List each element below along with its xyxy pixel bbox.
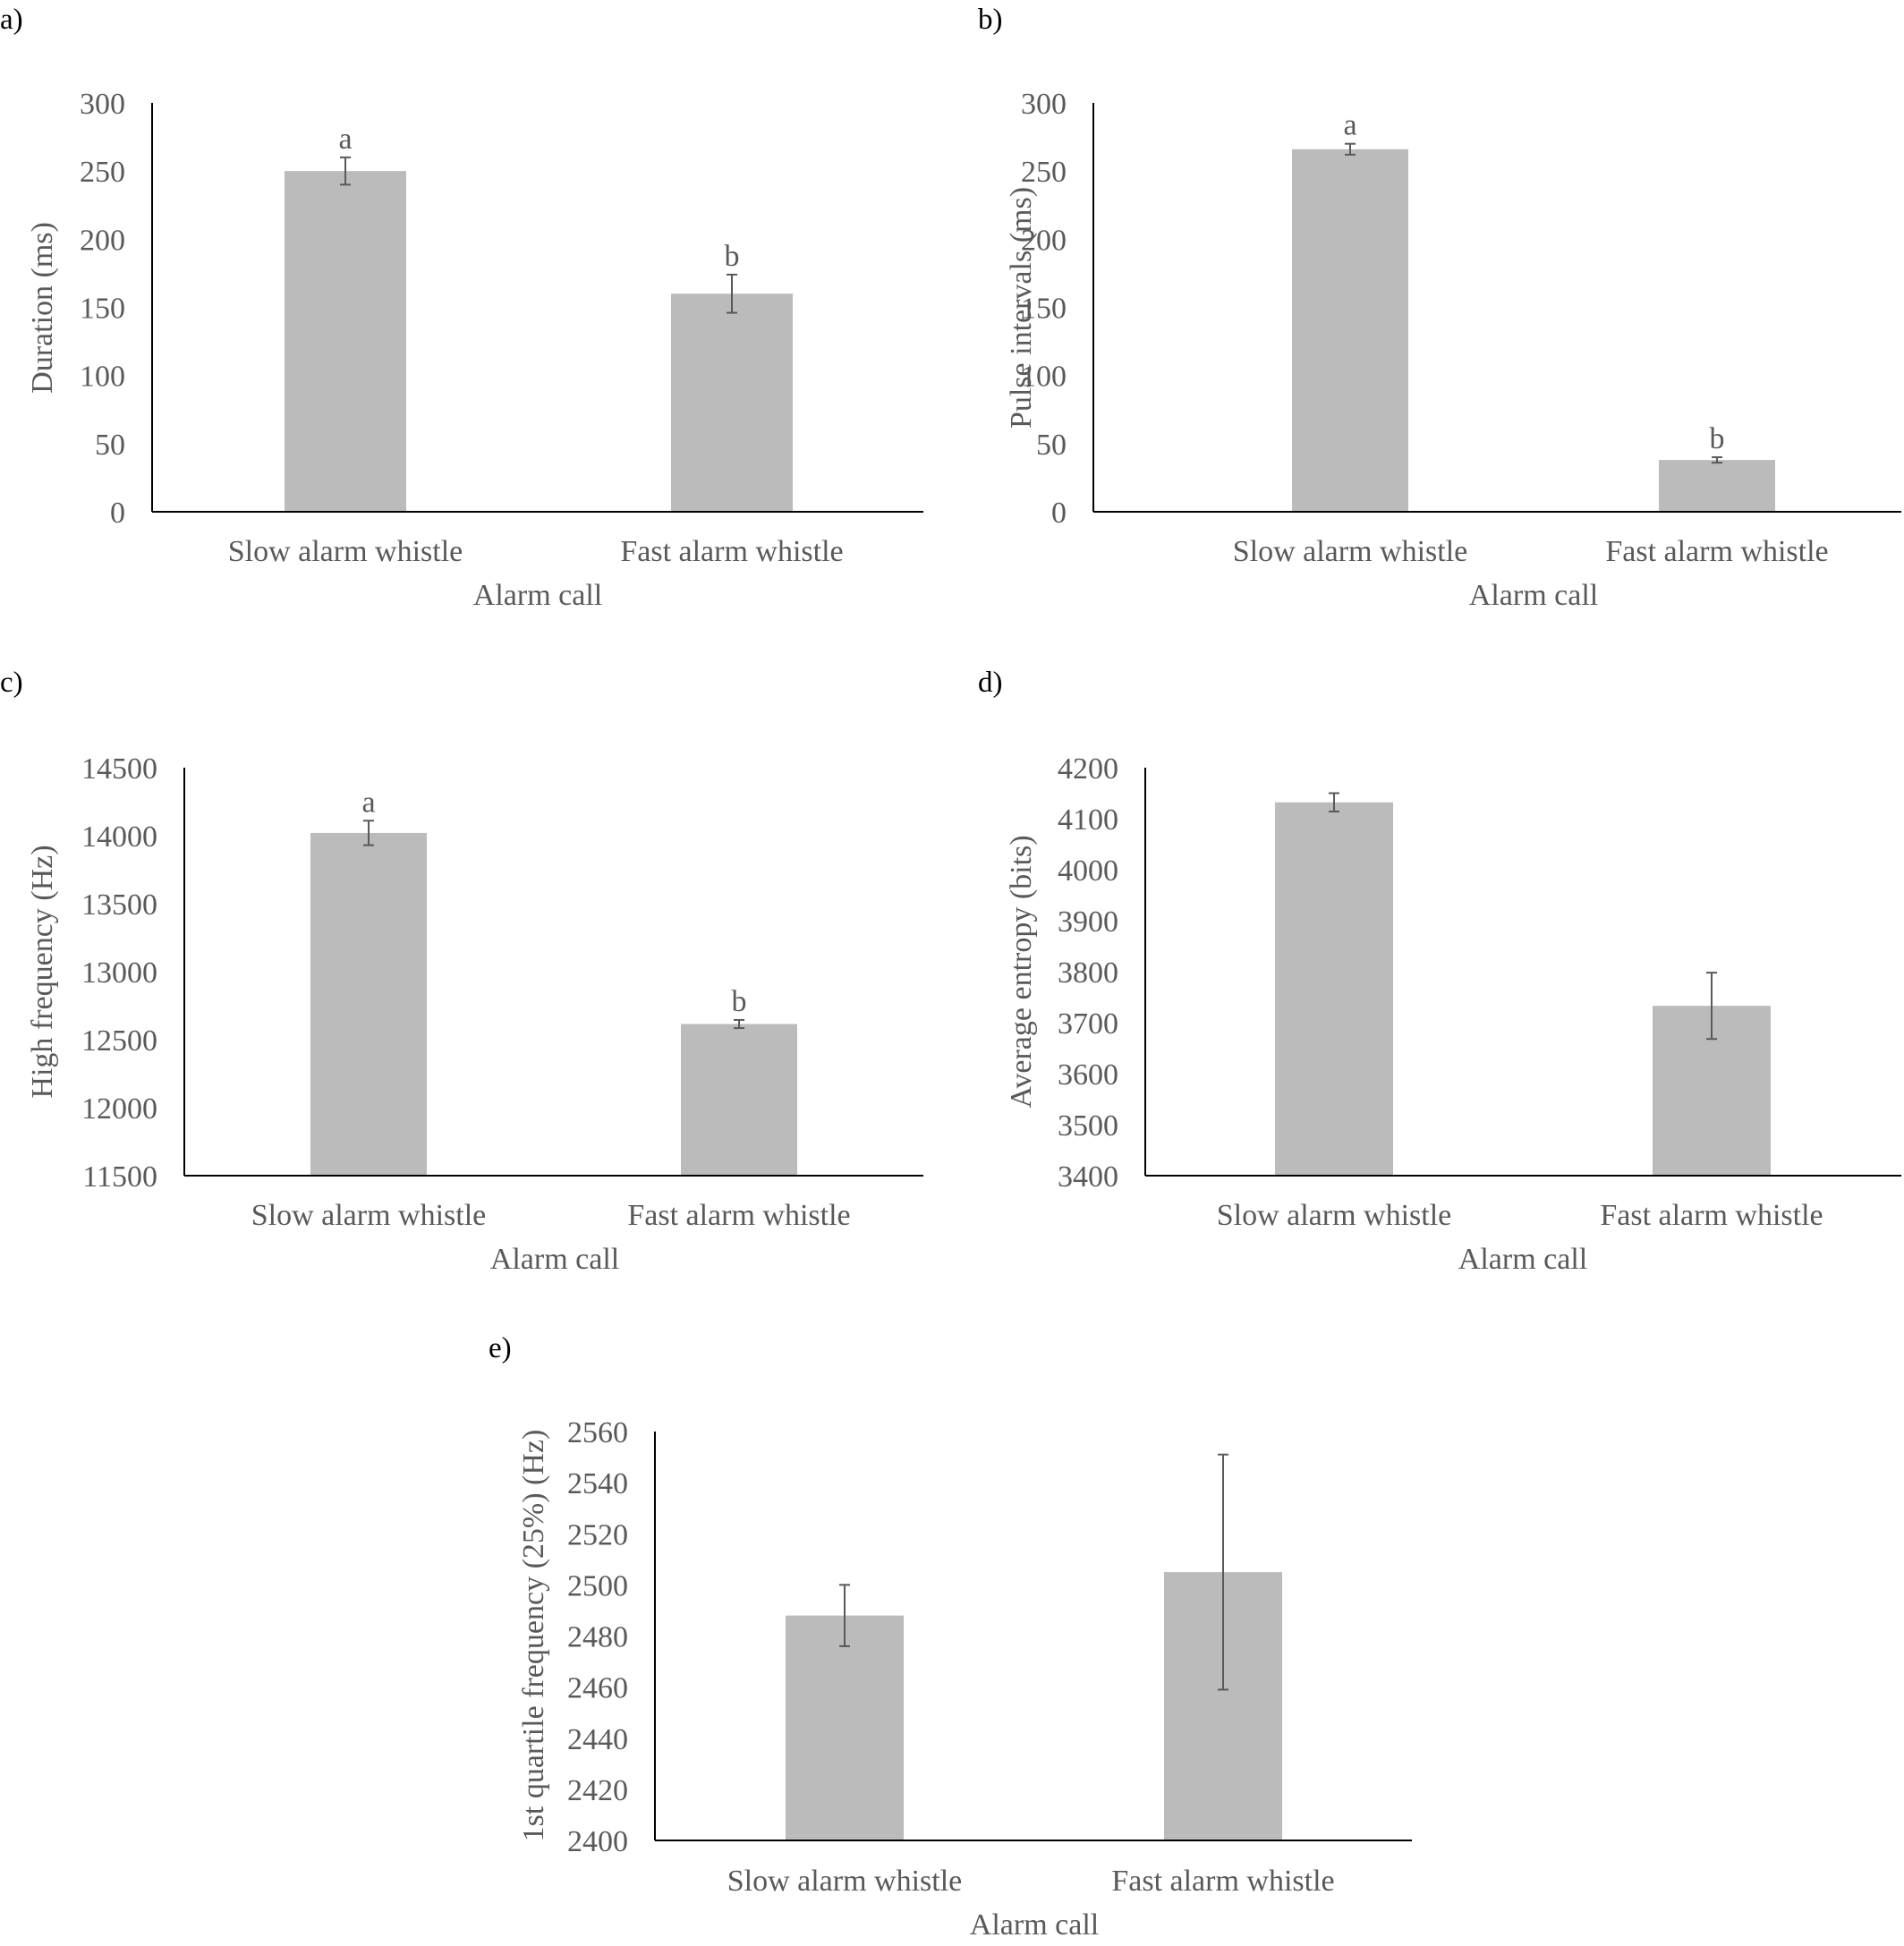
y-tick-label: 100 [80, 361, 125, 394]
y-tick-label: 13500 [81, 888, 157, 922]
x-category-label: Slow alarm whistle [727, 1865, 963, 1898]
x-category-label: Fast alarm whistle [1111, 1865, 1334, 1898]
y-axis-title: Duration (ms) [26, 222, 59, 394]
x-category-label: Fast alarm whistle [1605, 535, 1828, 568]
x-category-label: Fast alarm whistle [1600, 1199, 1823, 1232]
y-axis-title: High frequency (Hz) [26, 845, 59, 1098]
chart-panel-5: e) 2400 2420 2440 2460 2480 2500 2520 2540 2560 Sl… [489, 1332, 1412, 1942]
y-tick-label: 4000 [1058, 854, 1118, 888]
y-tick-label: 3800 [1058, 956, 1118, 990]
y-tick-label: 2420 [567, 1774, 628, 1807]
bar [786, 1615, 904, 1840]
x-category-label: Slow alarm whistle [1217, 1199, 1452, 1232]
bar [1292, 149, 1408, 512]
x-axis-title: Alarm call [970, 1908, 1099, 1942]
y-tick-label: 150 [80, 293, 125, 326]
y-tick-label: 4200 [1058, 752, 1118, 786]
y-tick-label: 0 [1051, 497, 1067, 530]
y-tick-label: 3700 [1058, 1007, 1118, 1041]
y-axis-title: 1st quartile frequency (25%) (Hz) [517, 1430, 550, 1842]
y-tick-label: 2520 [567, 1518, 628, 1551]
y-tick-label: 2440 [567, 1723, 628, 1756]
y-tick-label: 0 [110, 497, 125, 530]
y-tick-label: 2560 [567, 1416, 628, 1449]
significance-letter: b [725, 240, 740, 273]
significance-letter: b [1710, 422, 1725, 455]
y-tick-label: 250 [80, 156, 125, 189]
bar [681, 1024, 797, 1176]
x-category-label: Slow alarm whistle [1233, 535, 1468, 568]
y-axis-title: Pulse intervals (ms) [1005, 187, 1038, 429]
panel-label: b) [978, 4, 1003, 36]
y-tick-label: 2460 [567, 1672, 628, 1705]
significance-letter: a [361, 786, 375, 819]
panel-label: e) [489, 1332, 512, 1364]
y-tick-label: 50 [95, 429, 125, 462]
bar [1275, 802, 1393, 1176]
x-category-label: Fast alarm whistle [620, 535, 843, 568]
x-axis-title: Alarm call [1458, 1243, 1587, 1276]
y-tick-label: 3500 [1058, 1109, 1118, 1143]
y-tick-label: 2480 [567, 1621, 628, 1654]
bar [285, 171, 406, 512]
y-tick-label: 11500 [82, 1160, 157, 1194]
y-tick-label: 3400 [1058, 1160, 1118, 1194]
x-category-label: Slow alarm whistle [251, 1199, 487, 1232]
x-axis-title: Alarm call [1469, 579, 1598, 612]
significance-letter: a [338, 123, 352, 156]
y-tick-label: 2500 [567, 1569, 628, 1602]
significance-letter: a [1343, 109, 1356, 142]
x-category-label: Slow alarm whistle [228, 535, 463, 568]
chart-panel-4: d) 3400 3500 3600 3700 3800 3900 4000 4100 4200 Sl… [978, 667, 1901, 1276]
y-tick-label: 3600 [1058, 1058, 1118, 1092]
chart-panel-3: c) 11500 12000 12500 13000 13500 14000 14500 a Sl… [0, 667, 923, 1276]
y-tick-label: 2400 [567, 1825, 628, 1858]
y-tick-label: 4100 [1058, 803, 1118, 837]
y-tick-label: 300 [80, 88, 125, 121]
y-tick-label: 250 [1021, 156, 1067, 189]
y-tick-label: 14000 [81, 820, 157, 854]
y-tick-label: 12000 [81, 1092, 157, 1126]
bar [1659, 460, 1775, 512]
y-tick-label: 200 [80, 224, 125, 257]
bar [671, 293, 793, 512]
significance-letter: b [732, 985, 747, 1018]
y-tick-label: 3900 [1058, 905, 1118, 939]
chart-panel-2: b) 0 50 100 150 200 250 300 a Slow alarm whistle b… [978, 4, 1901, 612]
y-tick-label: 2540 [567, 1467, 628, 1500]
x-axis-title: Alarm call [473, 579, 602, 612]
y-tick-label: 150 [1021, 293, 1067, 326]
bar [310, 832, 427, 1176]
y-axis-title: Average entropy (bits) [1005, 835, 1038, 1108]
y-tick-label: 13000 [81, 956, 157, 990]
y-tick-label: 300 [1021, 88, 1067, 121]
y-tick-label: 12500 [81, 1024, 157, 1058]
panel-label: a) [0, 4, 23, 36]
panel-label: d) [978, 667, 1003, 699]
chart-panel-1: a) 0 50 100 150 200 250 300 a Slow alarm whistle b… [0, 4, 923, 612]
y-tick-label: 14500 [81, 752, 157, 786]
y-tick-label: 100 [1021, 361, 1067, 394]
x-axis-title: Alarm call [490, 1243, 619, 1276]
y-tick-label: 50 [1036, 429, 1067, 462]
panel-label: c) [0, 667, 23, 699]
y-tick-label: 200 [1021, 224, 1067, 257]
x-category-label: Fast alarm whistle [627, 1199, 850, 1232]
